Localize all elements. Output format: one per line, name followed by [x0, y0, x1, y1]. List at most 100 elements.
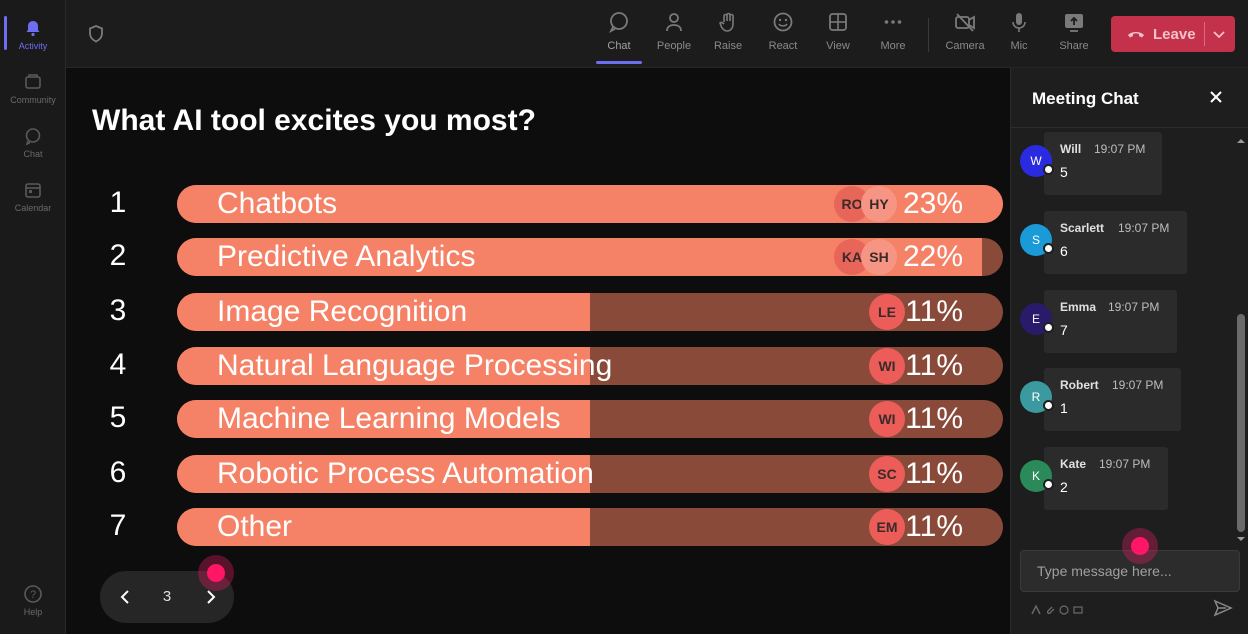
- pointer-indicator: [198, 555, 234, 591]
- toolbar-view-button[interactable]: View: [813, 10, 863, 60]
- presence-status-icon: [1043, 164, 1054, 175]
- poll-title: What AI tool excites you most?: [92, 104, 536, 137]
- rail-item-activity[interactable]: Activity: [0, 8, 66, 60]
- poll-option-percent: 11%: [905, 457, 963, 490]
- rail-label: Community: [10, 94, 56, 105]
- page-number: 3: [162, 588, 172, 605]
- leave-button[interactable]: Leave: [1111, 16, 1235, 52]
- voter-avatar: LE: [869, 294, 905, 330]
- meeting-chat-panel: Meeting Chat Will 19:07 PM 5 W Scarlett 19:07…: [1010, 68, 1248, 634]
- leave-label: Leave: [1153, 25, 1196, 43]
- voter-avatar: HY: [861, 186, 897, 222]
- sender-avatar[interactable]: E: [1020, 303, 1054, 335]
- poll-option-number: 1: [109, 186, 127, 219]
- toolbar-share-button[interactable]: Share: [1049, 10, 1099, 60]
- avatar-initial: S: [1031, 233, 1040, 247]
- poll-option-label: Predictive Analytics: [217, 240, 476, 273]
- avatar-initial: R: [1031, 390, 1041, 404]
- voter-avatar: SH: [861, 239, 897, 275]
- message-timestamp: 19:07 PM: [1099, 457, 1151, 471]
- poll-option-bar: Predictive Analytics KA SH 22%: [177, 238, 1003, 276]
- rail-item-chat[interactable]: Chat: [0, 116, 66, 168]
- presence-status-icon: [1043, 400, 1054, 411]
- rail-item-help[interactable]: ? Help: [0, 574, 66, 626]
- chat-message: Emma 19:07 PM 7: [1044, 290, 1177, 353]
- sender-name: Kate: [1060, 457, 1087, 471]
- toolbar-label: View: [826, 40, 850, 52]
- chevron-down-icon[interactable]: [1211, 26, 1227, 42]
- rail-label: Calendar: [14, 202, 52, 213]
- toolbar-more-button[interactable]: More: [868, 10, 918, 60]
- toolbar-label: More: [880, 40, 906, 52]
- rail-label: Help: [23, 606, 43, 617]
- send-icon[interactable]: [1213, 598, 1233, 618]
- scrollbar-thumb[interactable]: [1237, 314, 1245, 532]
- sender-avatar[interactable]: K: [1020, 460, 1054, 492]
- poll-option-number: 5: [109, 401, 127, 434]
- shield-icon: [86, 24, 106, 44]
- previous-page-button[interactable]: [114, 585, 138, 609]
- poll-option-bar: Robotic Process Automation SC 11%: [177, 455, 1003, 493]
- message-text: 2: [1060, 479, 1068, 495]
- toolbar-raise-button[interactable]: Raise: [703, 10, 753, 60]
- attach-icon[interactable]: [1045, 602, 1055, 615]
- avatar-initial: K: [1031, 469, 1040, 483]
- message-text: 6: [1060, 243, 1068, 259]
- poll-option-number: 3: [109, 294, 127, 327]
- toolbar-mic-button[interactable]: Mic: [994, 10, 1044, 60]
- toolbar-label: Raise: [713, 40, 743, 52]
- rail-item-calendar[interactable]: Calendar: [0, 170, 66, 222]
- toolbar-people-button[interactable]: People: [649, 10, 699, 60]
- sender-name: Robert: [1060, 378, 1099, 392]
- people-icon: [662, 10, 686, 34]
- poll-option-percent: 22%: [902, 240, 963, 273]
- chat-message: Robert 19:07 PM 1: [1044, 368, 1181, 431]
- rail-item-community[interactable]: Community: [0, 62, 66, 114]
- rail-label: Activity: [18, 40, 48, 51]
- leave-divider: [1204, 22, 1205, 46]
- raise-hand-icon: [716, 10, 740, 34]
- toolbar-chat-button[interactable]: Chat: [594, 10, 644, 64]
- meeting-toolbar: Chat People Raise React View More Camera…: [66, 0, 1248, 68]
- poll-option-fill: [177, 347, 590, 385]
- chat-message: Kate 19:07 PM 2: [1044, 447, 1168, 510]
- toolbar-divider: [928, 18, 929, 52]
- sender-name: Emma: [1060, 300, 1097, 314]
- react-icon: [771, 10, 795, 34]
- close-icon[interactable]: [1207, 88, 1225, 106]
- view-icon: [826, 10, 850, 34]
- poll-option-label: Chatbots: [217, 187, 338, 220]
- poll-option-number: 4: [109, 348, 127, 381]
- chat-header: Meeting Chat: [1011, 68, 1248, 128]
- poll-option-number: 2: [109, 239, 127, 272]
- presence-status-icon: [1043, 322, 1054, 333]
- scroll-down-icon[interactable]: [1237, 530, 1245, 541]
- toolbar-camera-button[interactable]: Camera: [940, 10, 990, 60]
- poll-option-bar: Other EM 11%: [177, 508, 1003, 546]
- chevron-left-icon: [120, 590, 129, 604]
- sender-avatar[interactable]: W: [1020, 145, 1054, 177]
- sender-avatar[interactable]: S: [1020, 224, 1054, 256]
- toolbar-react-button[interactable]: React: [758, 10, 808, 60]
- message-text: 1: [1060, 400, 1068, 416]
- poll-option-bar: Machine Learning Models WI 11%: [177, 400, 1003, 438]
- message-timestamp: 19:07 PM: [1118, 221, 1170, 235]
- next-page-button[interactable]: [198, 585, 222, 609]
- chat-message: Scarlett 19:07 PM 6: [1044, 211, 1187, 274]
- chat-message-input[interactable]: Type message here...: [1020, 550, 1240, 592]
- toolbar-label: React: [768, 40, 798, 52]
- chat-title: Meeting Chat: [1032, 89, 1139, 108]
- rail-label: Chat: [23, 148, 43, 159]
- voter-avatar: SC: [869, 456, 905, 492]
- poll-option-bar: Image Recognition LE 11%: [177, 293, 1003, 331]
- gif-icon[interactable]: [1073, 602, 1083, 614]
- sender-avatar[interactable]: R: [1020, 381, 1054, 413]
- emoji-icon[interactable]: [1059, 602, 1069, 615]
- poll-option-label: Image Recognition: [217, 295, 468, 328]
- scroll-up-icon[interactable]: [1237, 132, 1245, 143]
- toolbar-label: Mic: [1010, 40, 1028, 52]
- poll-option-fill: [177, 508, 590, 546]
- format-icon[interactable]: [1031, 602, 1041, 615]
- poll-option-percent: 11%: [905, 295, 963, 328]
- bell-icon: [23, 18, 43, 38]
